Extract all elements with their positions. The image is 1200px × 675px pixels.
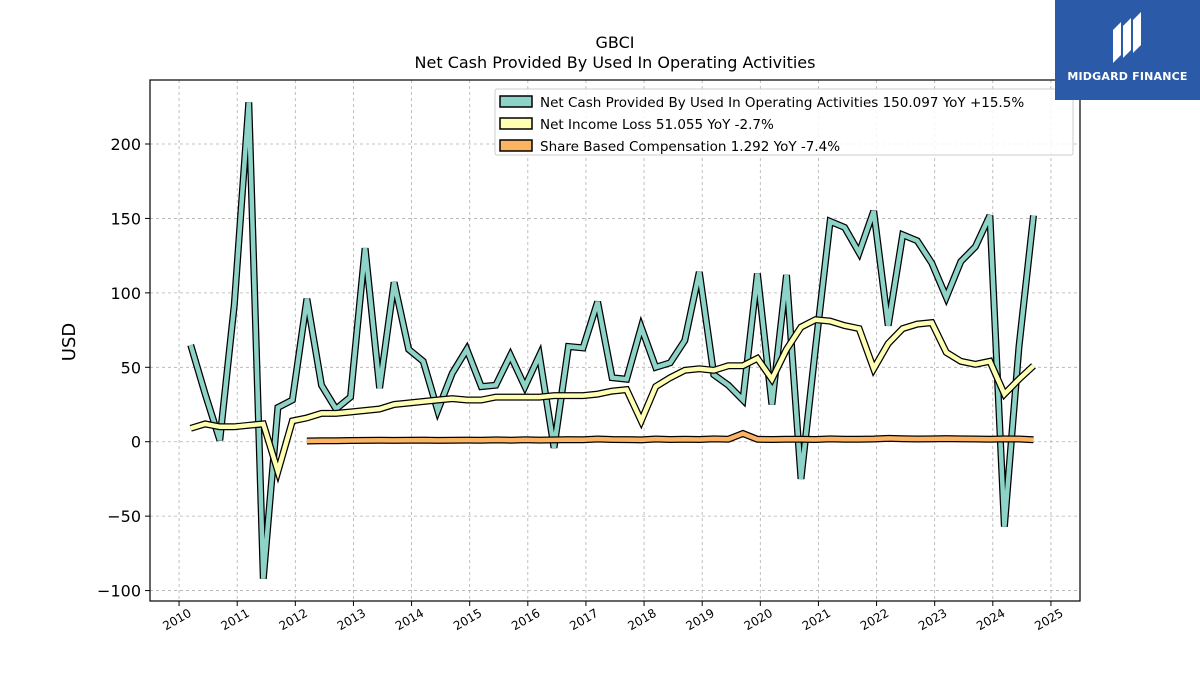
plot-frame [149, 79, 1081, 602]
legend-label-2: Share Based Compensation 1.292 YoY -7.4% [540, 139, 840, 155]
legend-box [494, 88, 1074, 156]
x-tick-label: 2018 [625, 606, 658, 633]
y-tick-label: 50 [121, 358, 141, 377]
y-tick-label: −100 [97, 582, 141, 601]
y-tick-label: 150 [110, 209, 141, 228]
x-tick-label: 2019 [683, 606, 716, 633]
x-tick-label: 2015 [451, 606, 484, 633]
x-tick-label: 2021 [800, 606, 833, 633]
y-tick-label: 100 [110, 284, 141, 303]
chart-subtitle: Net Cash Provided By Used In Operating A… [415, 53, 816, 72]
x-tick-label: 2020 [742, 606, 775, 633]
midgard-finance-logo: MIDGARD FINANCE [1055, 0, 1200, 100]
series-line-2 [306, 431, 1034, 444]
legend[interactable]: Net Cash Provided By Used In Operating A… [494, 88, 1074, 156]
x-tick-label: 2022 [858, 606, 891, 633]
x-tick-label: 2012 [277, 606, 310, 633]
y-axis-label: USD [59, 323, 80, 361]
midgard-logo-icon [1113, 12, 1141, 63]
legend-label-1: Net Income Loss 51.055 YoY -2.7% [540, 117, 774, 133]
series-line-1 [190, 317, 1036, 480]
y-tick-label: −50 [107, 507, 141, 526]
legend-swatch-2 [499, 139, 533, 152]
x-tick-label: 2023 [916, 606, 949, 633]
chart-title: GBCI [596, 33, 635, 52]
legend-label-0: Net Cash Provided By Used In Operating A… [540, 95, 1024, 111]
series-line-0 [188, 102, 1036, 579]
x-tick-label: 2014 [393, 606, 426, 633]
x-tick-label: 2010 [160, 606, 193, 633]
legend-swatch-0 [499, 95, 533, 108]
x-tick-label: 2011 [218, 606, 251, 633]
x-tick-label: 2017 [567, 606, 600, 633]
x-tick-label: 2024 [974, 606, 1007, 633]
y-tick-label: 0 [131, 433, 141, 452]
x-tick-label: 2013 [335, 606, 368, 633]
y-tick-label: 200 [110, 135, 141, 154]
series-outline-0 [187, 102, 1037, 579]
legend-swatch-1 [499, 117, 533, 130]
series-layer [187, 102, 1037, 579]
logo-text: MIDGARD FINANCE [1067, 70, 1188, 83]
x-tick-label: 2016 [509, 606, 542, 633]
x-tick-label: 2025 [1032, 606, 1065, 633]
